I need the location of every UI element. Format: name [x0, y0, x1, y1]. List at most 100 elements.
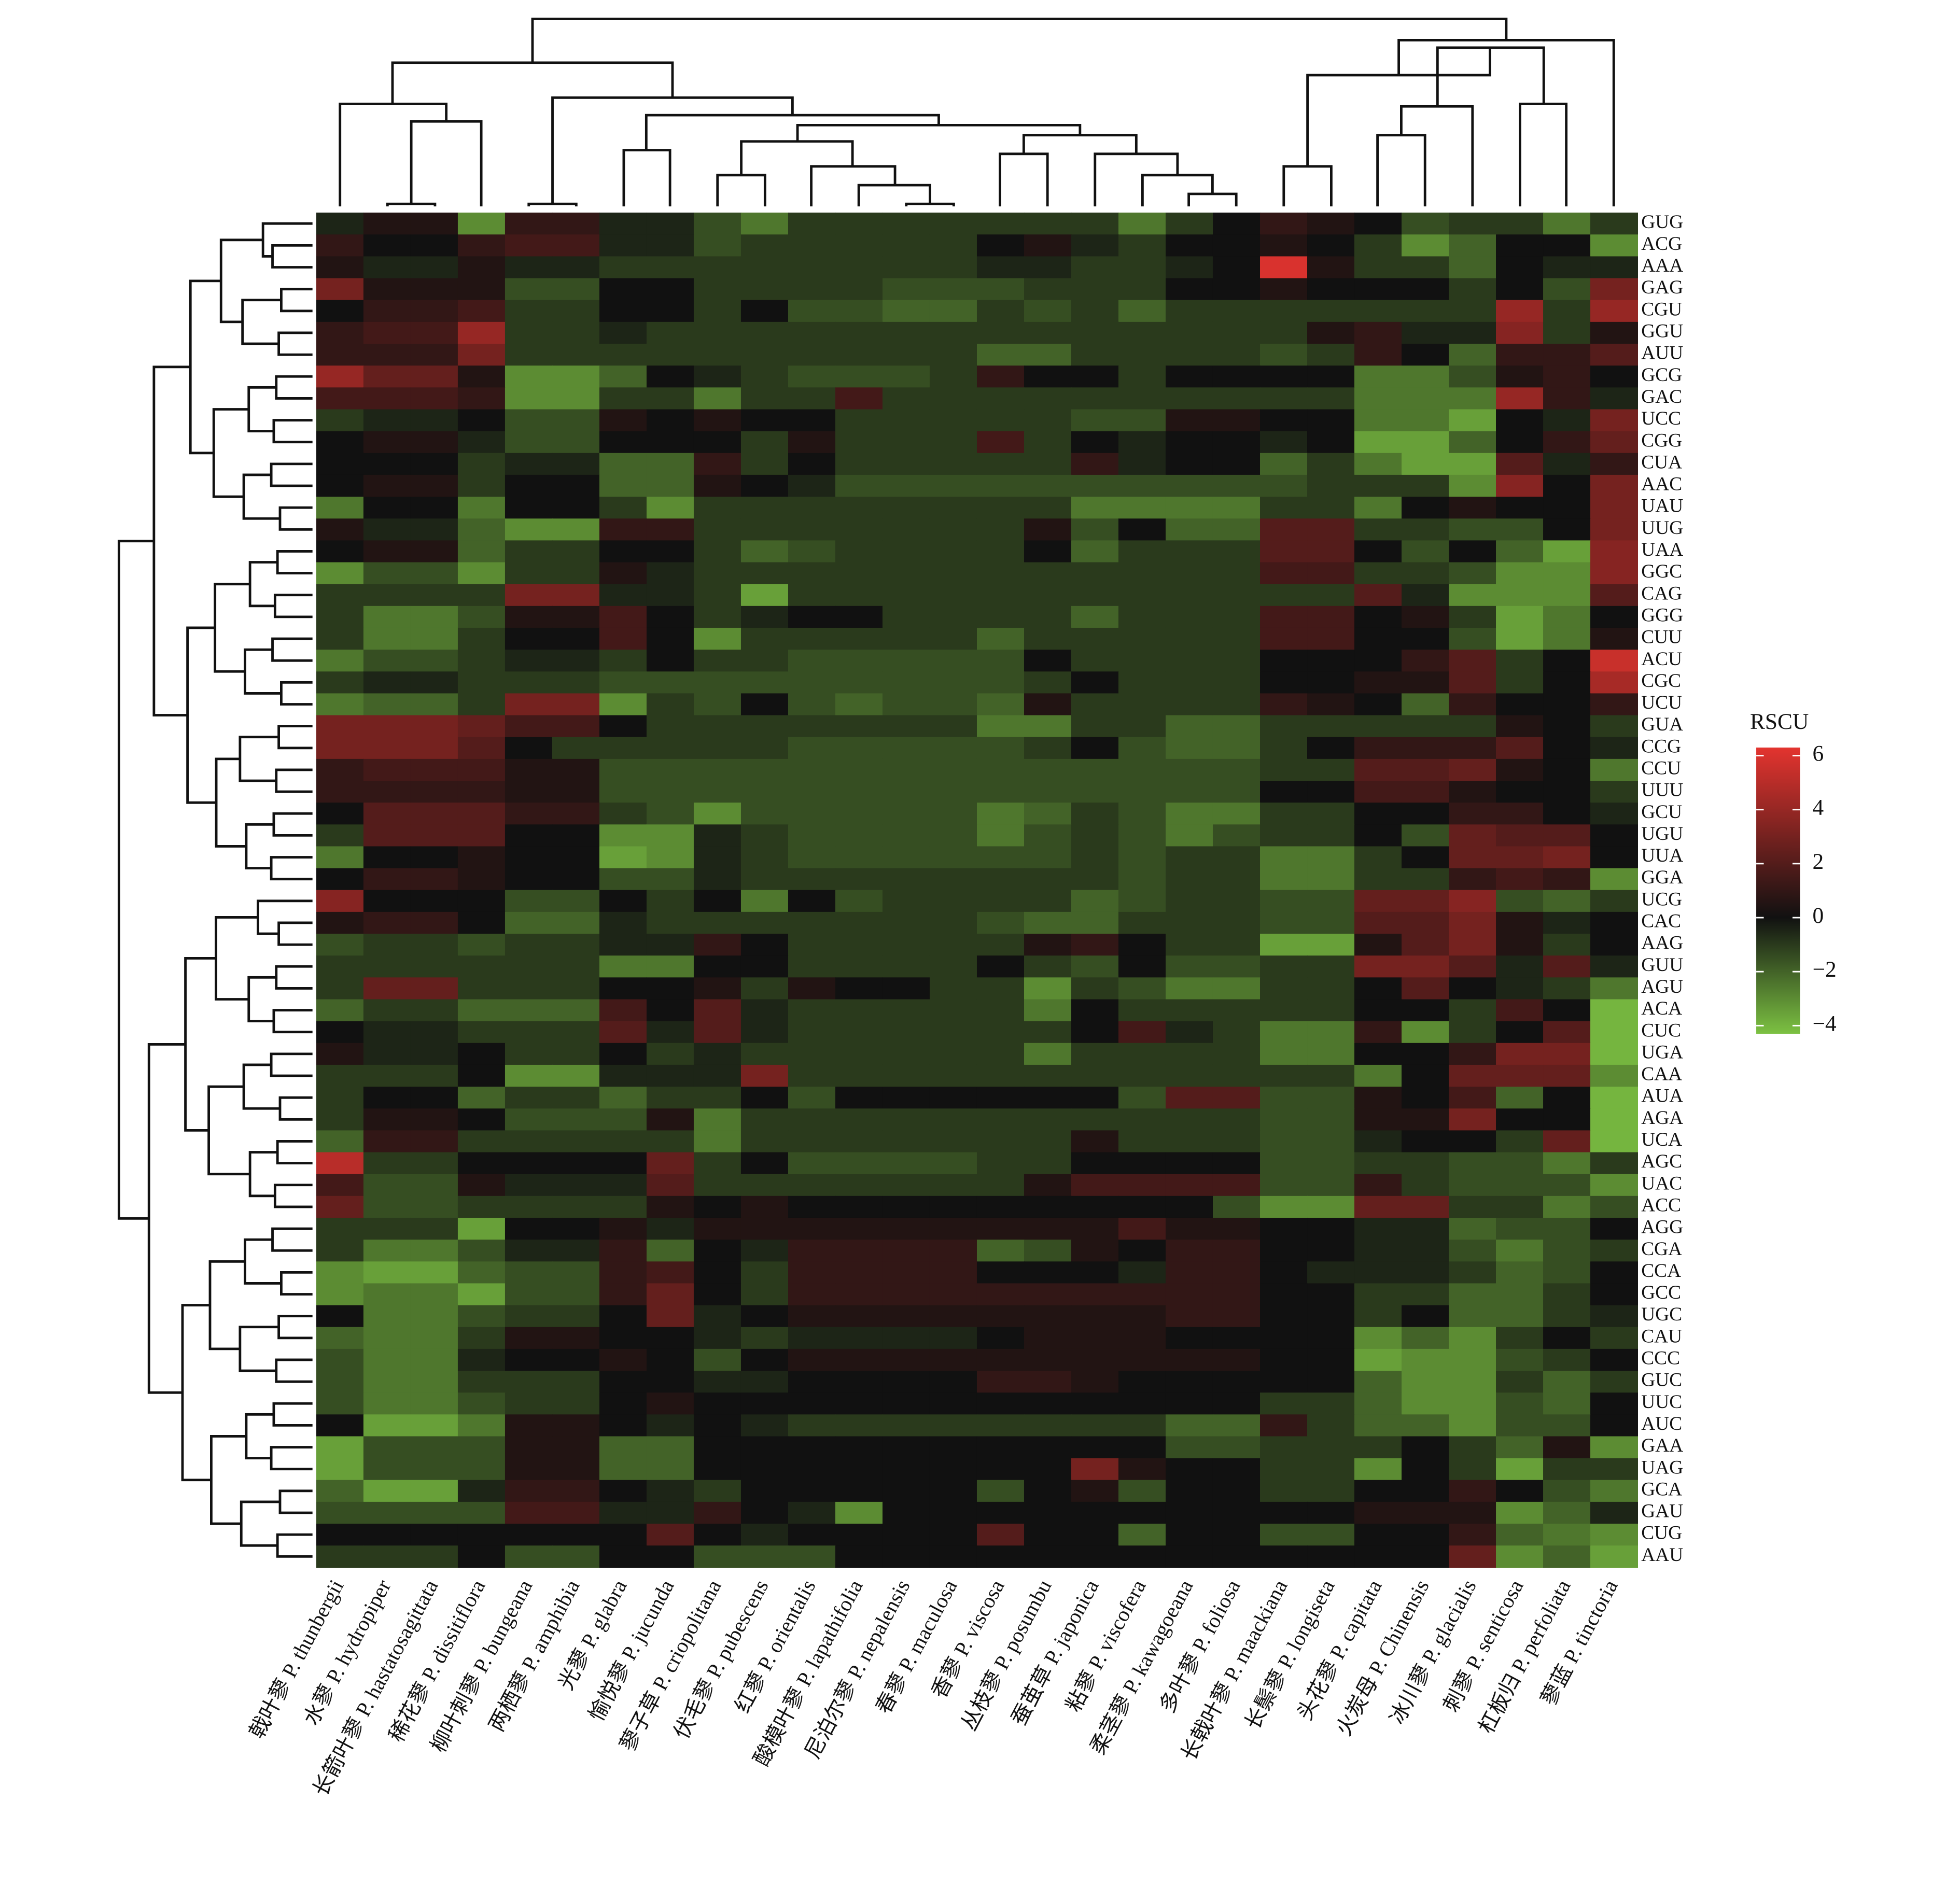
cell — [1496, 1240, 1544, 1262]
cell — [1496, 1195, 1544, 1218]
cell — [1118, 1043, 1166, 1065]
cell — [552, 1348, 600, 1371]
cell — [1212, 344, 1261, 367]
cell — [457, 758, 506, 781]
cell — [1024, 1152, 1072, 1175]
cell — [1212, 1174, 1261, 1197]
cell — [1449, 758, 1496, 781]
dendrogram-branch — [275, 1358, 313, 1383]
cell — [552, 758, 600, 781]
cell — [1354, 256, 1402, 279]
cell — [835, 321, 883, 344]
cell — [976, 1458, 1025, 1481]
cell — [646, 1064, 694, 1088]
cell — [929, 1021, 977, 1044]
cell — [316, 824, 364, 847]
cell — [316, 1305, 364, 1328]
cell — [1165, 627, 1213, 651]
cell — [1260, 1458, 1308, 1481]
cell — [788, 365, 836, 388]
cell — [788, 518, 836, 541]
cell — [1165, 890, 1213, 912]
cell — [788, 1348, 836, 1371]
cell — [457, 1545, 506, 1568]
cell — [929, 671, 977, 694]
cell — [363, 1524, 411, 1546]
cell — [882, 606, 930, 628]
cell — [788, 1108, 836, 1131]
cell — [1024, 758, 1072, 781]
cell — [410, 540, 458, 563]
cell — [693, 1524, 741, 1546]
cell — [740, 1043, 789, 1065]
cell — [457, 955, 506, 978]
cell — [646, 562, 694, 585]
cell — [740, 1436, 789, 1459]
cell — [882, 1152, 930, 1175]
cell — [1590, 824, 1638, 847]
cell — [1024, 868, 1072, 891]
cell — [976, 1501, 1025, 1525]
cell — [363, 737, 411, 759]
cell — [1354, 1021, 1402, 1044]
cell — [929, 474, 977, 498]
cell — [1354, 693, 1402, 716]
cell — [976, 1240, 1025, 1262]
cell — [1260, 1545, 1308, 1568]
cell — [1402, 955, 1449, 978]
cell — [788, 1436, 836, 1459]
cell — [976, 627, 1025, 651]
cell — [1543, 1327, 1591, 1349]
cell — [646, 1480, 694, 1502]
cell — [1118, 1195, 1166, 1218]
cell — [457, 846, 506, 869]
cell — [740, 824, 789, 847]
cell — [740, 911, 789, 935]
cell — [1260, 1436, 1308, 1459]
cell — [1402, 1108, 1449, 1131]
cell — [1260, 1327, 1308, 1349]
cell — [1165, 1021, 1213, 1044]
cell — [1543, 453, 1591, 475]
cell — [1496, 846, 1544, 869]
cell — [1307, 540, 1355, 563]
cell — [1024, 1195, 1072, 1218]
cell — [1543, 256, 1591, 279]
cell — [1449, 781, 1496, 804]
cell — [693, 453, 741, 475]
cell — [363, 213, 411, 235]
cell — [788, 584, 836, 607]
cell — [1165, 453, 1213, 475]
cell — [599, 321, 647, 344]
cell — [316, 671, 364, 694]
cell — [1543, 606, 1591, 628]
cell — [740, 715, 789, 738]
cell — [740, 1261, 789, 1284]
cell — [363, 911, 411, 935]
cell — [1024, 846, 1072, 869]
cell — [1024, 627, 1072, 651]
cell — [1071, 1392, 1119, 1415]
cell — [410, 1195, 458, 1218]
cell — [646, 497, 694, 519]
cell — [1024, 1327, 1072, 1349]
cell — [1543, 1371, 1591, 1394]
cell — [316, 1195, 364, 1218]
cell — [363, 1305, 411, 1328]
cell — [363, 1436, 411, 1459]
cell — [316, 606, 364, 628]
cell — [646, 1501, 694, 1525]
cell — [835, 890, 883, 912]
cell — [1024, 671, 1072, 694]
cell — [976, 1261, 1025, 1284]
cell — [363, 977, 411, 1000]
cell — [788, 321, 836, 344]
cell — [1260, 1501, 1308, 1525]
cell — [505, 1392, 553, 1415]
cell — [646, 1021, 694, 1044]
cell — [1212, 1217, 1261, 1241]
cell — [1212, 1436, 1261, 1459]
cell — [1590, 1130, 1638, 1153]
cell — [1260, 540, 1308, 563]
